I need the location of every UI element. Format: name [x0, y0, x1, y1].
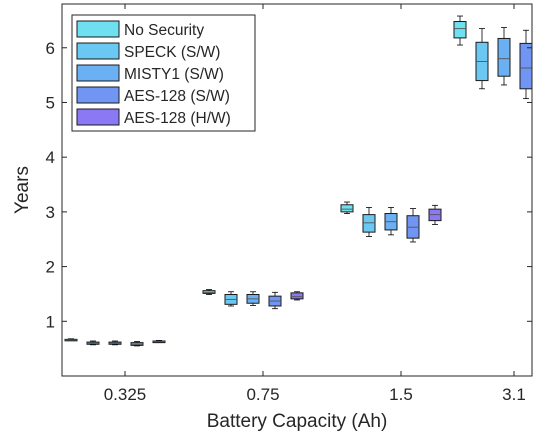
legend-label: SPECK (S/W) — [124, 44, 220, 61]
axes: 1 2 3 4 5 6 0.325 0.75 1.5 3.1 Battery Capacity (A… — [12, 3, 533, 432]
y-tick-label: 6 — [46, 39, 55, 58]
axes-frame — [61, 3, 533, 377]
y-tick-label: 3 — [46, 203, 55, 222]
box-2-2 — [384, 207, 398, 236]
x-tick-label: 0.325 — [104, 385, 147, 404]
y-tick-label: 1 — [46, 312, 55, 331]
box-body — [362, 214, 376, 233]
legend-label: MISTY1 (S/W) — [124, 66, 224, 83]
box-4-0 — [152, 340, 166, 344]
box-0-0 — [64, 338, 78, 342]
box-body — [497, 37, 511, 77]
box-2-0 — [108, 340, 122, 346]
box-4-1 — [290, 291, 304, 301]
box-0-1 — [202, 289, 216, 295]
x-axis-label: Battery Capacity (Ah) — [207, 411, 388, 432]
x-tick-label: 3.1 — [502, 385, 526, 404]
boxes-layer — [64, 15, 533, 347]
box-body — [290, 292, 304, 300]
legend-swatch — [76, 64, 120, 82]
box-0-3 — [453, 15, 467, 46]
box-0-2 — [340, 201, 354, 214]
legend-label: AES-128 (S/W) — [124, 88, 230, 105]
box-1-3 — [475, 28, 489, 90]
box-1-2 — [362, 207, 376, 237]
x-tick-label: 0.75 — [246, 385, 279, 404]
box-1-0 — [86, 340, 100, 346]
y-tick-label: 4 — [46, 148, 55, 167]
box-3-1 — [268, 291, 282, 310]
legend-swatch — [76, 86, 120, 104]
y-tick-label: 5 — [46, 93, 55, 112]
box-4-2 — [428, 204, 442, 225]
x-tick-label: 1.5 — [389, 385, 413, 404]
legend: No Security SPECK (S/W) MISTY1 (S/W) AES-12… — [71, 14, 256, 132]
box-3-0 — [130, 341, 144, 347]
y-tick-label: 2 — [46, 258, 55, 277]
box-body — [519, 42, 533, 90]
box-2-3 — [497, 27, 511, 86]
box-3-2 — [406, 208, 420, 243]
legend-label: AES-128 (H/W) — [124, 110, 231, 127]
legend-swatch — [76, 108, 120, 126]
box-body — [340, 204, 354, 213]
y-axis-label: Years — [12, 166, 33, 214]
box-2-1 — [246, 291, 260, 306]
box-1-1 — [224, 291, 238, 307]
legend-swatch — [76, 42, 120, 60]
legend-swatch — [76, 20, 120, 38]
legend-label: No Security — [124, 22, 204, 39]
box-body — [453, 21, 467, 39]
